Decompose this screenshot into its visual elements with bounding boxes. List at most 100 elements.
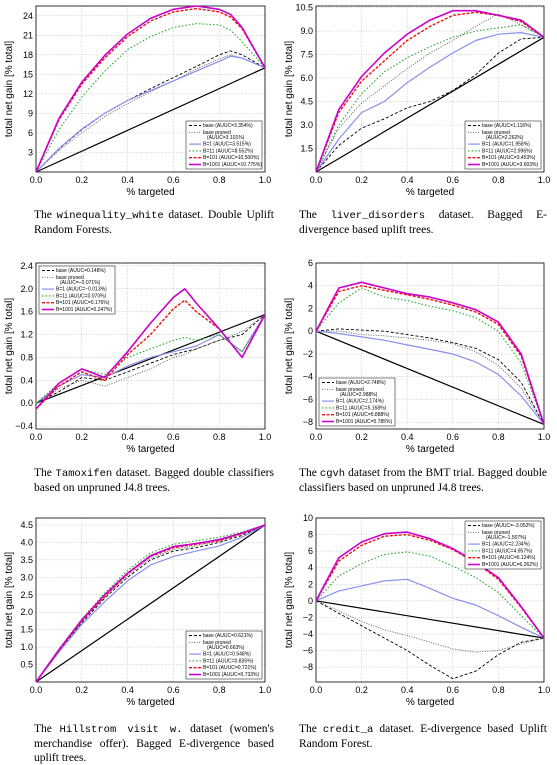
caption-text: dataset from the BMT trial. Bagged doubl… [299,467,547,494]
x-tick-label: 0.4 [121,175,134,185]
y-tick-label: 10.5 [295,3,313,13]
caption-dataset: Hillstrom visit w. [59,724,183,736]
series-line-b-1 [315,578,545,639]
legend-entry-label: B=1001 (AUUC=0.247%) [56,307,112,313]
legend-entry-label: B=11 (AUUC=0.835%) [203,658,254,664]
x-tick-label: 0.6 [167,685,180,695]
y-tick-label: 2 [308,303,313,313]
random-baseline-line [315,600,545,639]
caption-dataset: cgvh [319,468,346,480]
series-line-b-1001 [315,281,545,425]
legend-entry-label: B=101 (AUUC=10.500%) [203,155,259,161]
caption-text: dataset. Bagged E-divergence based uplif… [299,209,547,236]
y-tick-label: 1.5 [20,625,33,635]
legend: base (AUUC=1.116%)base pruned(AUUC=2.262… [464,120,542,170]
y-tick-label: 10 [303,513,313,523]
y-tick-label: 4.5 [20,520,33,530]
y-tick-label: −2 [303,349,313,359]
chart-panel-cgvh: 0.0 0.2 0.4 0.6 0.8 1.0 −8 −6 −4 −2 0 2 4 6 % targeted… [278,255,557,515]
y-tick-label: 4 [308,281,313,291]
chart-caption: The liver_disorders dataset. Bagged E-di… [299,208,547,237]
caption-prefix: The [34,723,60,735]
y-tick-label: 1.6 [20,307,33,317]
y-tick-label: 1.2 [20,330,33,340]
y-tick-label: 0.8 [20,352,33,362]
x-tick-label: 0.4 [121,685,134,695]
legend-entry-label: B=1001 (AUUC=10.775%) [203,162,262,168]
legend-entry-label: B=1001 (AUUC=5.785%) [336,419,392,425]
series-line-b-101 [35,7,266,173]
y-tick-label: 0.5 [20,660,33,670]
legend-entry-label: base (AUUC=3.354%) [203,123,253,129]
y-tick-label: 6.0 [300,73,313,83]
legend-entry-label: B=1 (AUUC=2.174%) [336,399,384,405]
caption-prefix: The [34,209,57,221]
legend-entry-label: B=1 (AUUC=1.958%) [482,142,530,148]
caption-dataset: Tamoxifen [55,468,113,480]
x-tick-label: 0.8 [492,175,505,185]
x-tick-label: 0.2 [355,175,368,185]
caption-dataset: credit_a [322,724,374,736]
legend-entry-label: base pruned [203,640,231,646]
x-axis-label: % targeted [406,697,454,708]
x-tick-label: 0.8 [492,432,505,442]
y-axis-label: total net gain [% total] [284,552,295,648]
legend-entry-label: base pruned [482,130,510,136]
chart-hillstrom-visit: 0.0 0.2 0.4 0.6 0.8 1.0 0.5 1.0 1.5 2.0 2.5 3.0 3.5 4… [4,517,271,708]
chart-panel-liver-disorders: 0.0 0.2 0.4 0.6 0.8 1.0 1.5 3.0 4.5 6.0 7.5 9.0 10.5… [278,0,557,260]
legend-entry-label: B=1 (AUUC=0.548%) [203,652,251,658]
caption-dataset: winequality_white [56,210,164,222]
x-tick-label: 0.8 [213,432,226,442]
y-tick-label: 21 [23,30,33,40]
y-tick-label: 6 [308,258,313,268]
legend-entry-auuc: (AUUC=0.663%) [207,645,245,651]
plot-frame [35,262,266,430]
y-tick-label: 0 [308,326,313,336]
legend-entry-auuc: (AUUC=−1.507%) [486,535,527,541]
plot-frame [315,5,545,173]
y-tick-label: 15 [23,69,33,79]
plot-frame [315,262,545,430]
y-tick-label: 4 [308,563,313,573]
series-line-b-1 [35,55,266,173]
legend-box [318,377,396,427]
legend-entry-label: B=101 (AUUC=0.721%) [203,665,257,671]
caption-prefix: The [299,723,323,735]
legend-entry-label: B=1001 (AUUC=3.603%) [482,162,538,168]
legend-entry-label: base pruned [56,275,84,281]
x-tick-label: 0.6 [167,175,180,185]
series-line-base-pruned [316,330,545,425]
legend-entry-auuc: (AUUC=2.262%) [486,135,524,141]
legend-entry-label: base pruned [336,387,364,393]
x-tick-label: 0.0 [30,175,43,185]
x-tick-label: 0.4 [401,432,414,442]
y-tick-label: 24 [23,11,33,21]
legend-box [185,120,263,170]
y-tick-label: 2 [308,579,313,589]
series-line-b-11 [35,23,266,173]
legend-box [464,120,542,170]
chart-caption: The credit_a dataset. E-divergence based… [299,722,547,751]
series-line-b-1001 [315,531,545,639]
legend-entry-label: base (AUUC=0.621%) [203,633,253,639]
x-tick-label: 0.0 [30,432,43,442]
legend-entry-label: B=101 (AUUC=5.888%) [336,412,390,418]
legend-entry-auuc: (AUUC=3.101%) [207,135,245,141]
y-tick-label: 2.5 [20,590,33,600]
y-tick-label: −0.4 [15,421,33,431]
series-line-base [315,600,545,680]
legend-entry-label: B=101 (AUUC=0.176%) [56,300,110,306]
chart-tamoxifen: 0.0 0.2 0.4 0.6 0.8 1.0−0.40.00.40.81.21.62.0… [4,261,271,455]
caption-prefix: The [299,467,320,479]
legend-entry-label: B=101 (AUUC=6.124%) [482,555,536,561]
y-tick-label: 3.0 [300,120,313,130]
chart-panel-winequality: 0.0 0.2 0.4 0.6 0.8 1.0 3 6 9 12 15 18 21 24 % targete… [0,0,278,260]
y-tick-label: 0.4 [20,375,33,385]
series-line-b-101 [315,285,545,425]
legend: base (AUUC=0.621%)base pruned(AUUC=0.663… [185,630,263,680]
x-tick-label: 1.0 [538,175,551,185]
y-tick-label: −8 [303,662,313,672]
y-tick-label: 1.5 [300,144,313,154]
chart-panel-hillstrom: 0.0 0.2 0.4 0.6 0.8 1.0 0.5 1.0 1.5 2.0 2.5 3.0 3.5 4… [0,510,278,765]
random-baseline-line [35,67,266,173]
